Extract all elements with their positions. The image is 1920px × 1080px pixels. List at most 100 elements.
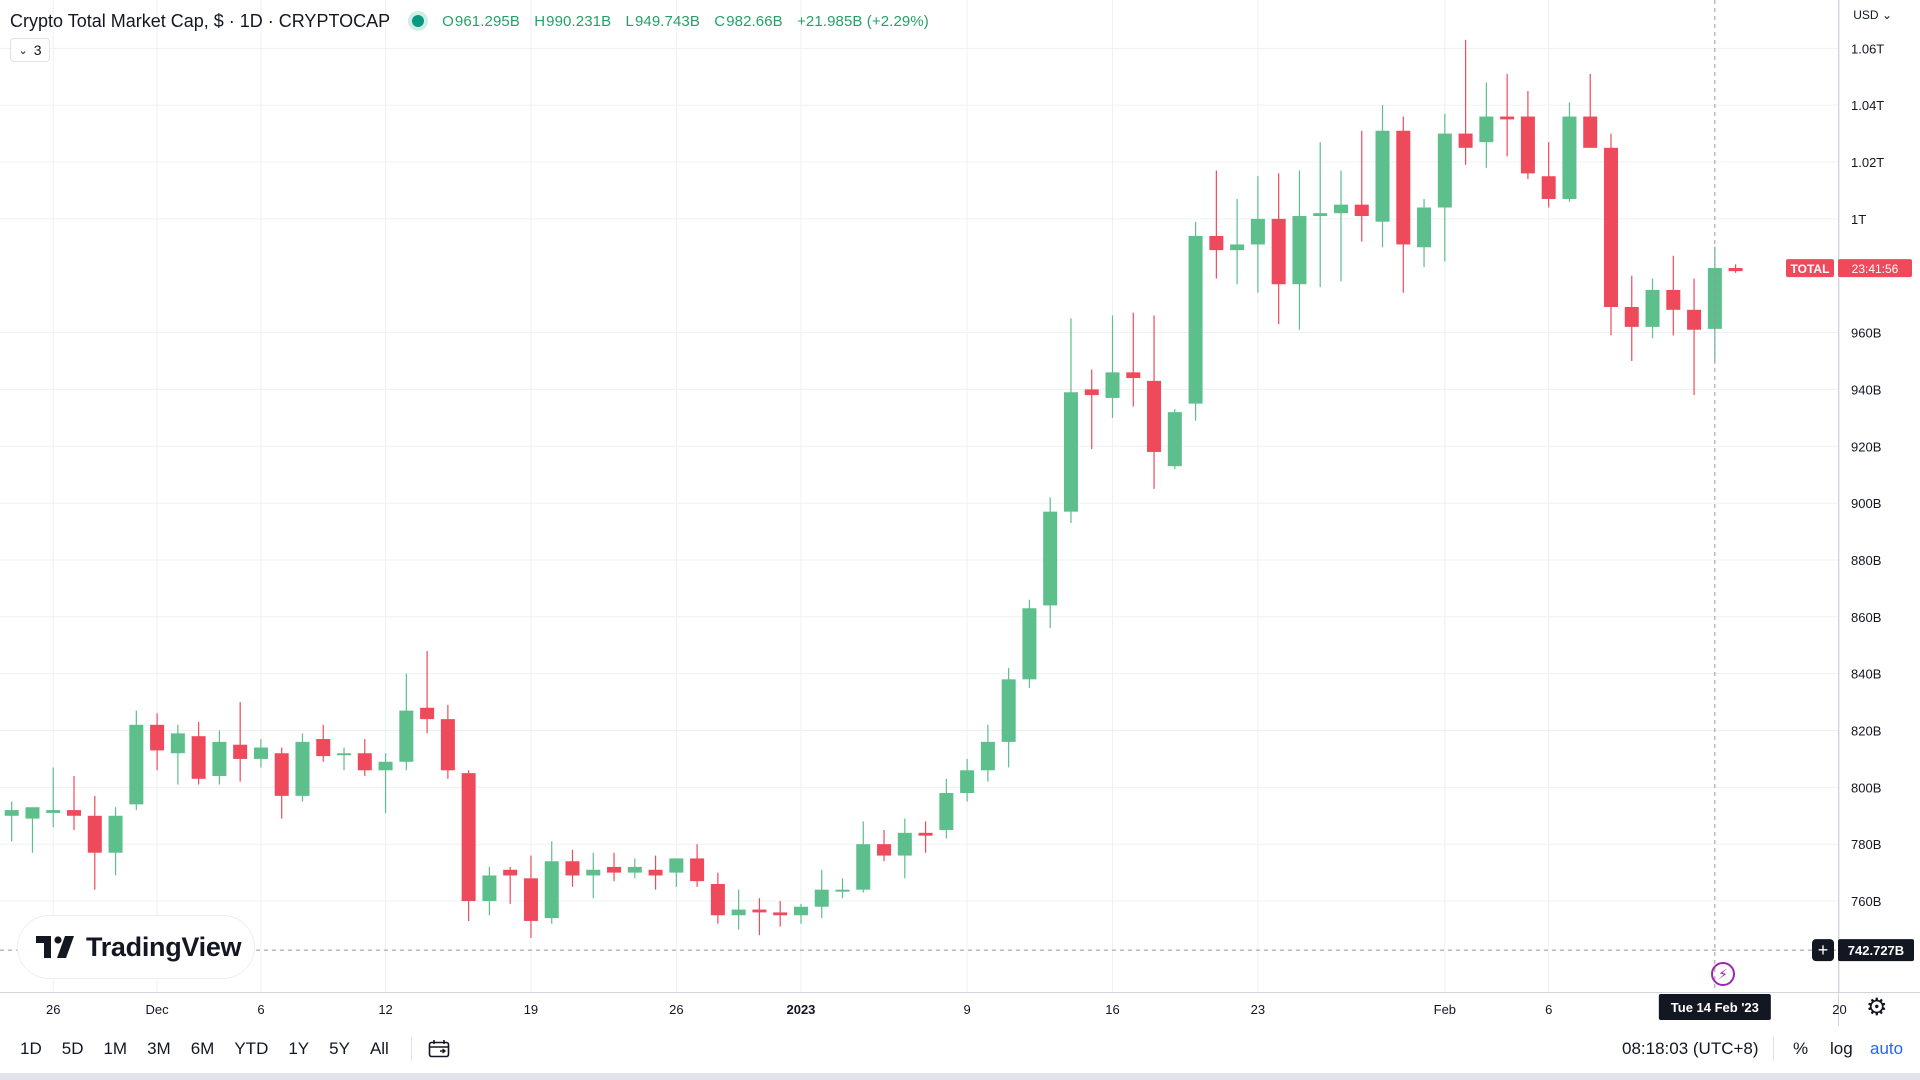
candle-body: [814, 889, 829, 907]
candle: [1728, 264, 1743, 273]
candle: [1167, 409, 1182, 469]
y-tick-label: 920B: [1851, 439, 1881, 454]
range-1d[interactable]: 1D: [20, 1039, 42, 1058]
candle: [129, 710, 144, 811]
range-ytd[interactable]: YTD: [234, 1039, 269, 1058]
candle: [1687, 278, 1702, 396]
candle: [1250, 176, 1265, 293]
range-1m[interactable]: 1M: [103, 1039, 128, 1058]
candle-body: [877, 844, 892, 856]
candle-body: [1188, 235, 1203, 404]
x-tick-label: 16: [1105, 1002, 1119, 1017]
range-3m[interactable]: 3M: [147, 1039, 171, 1058]
candle: [274, 747, 289, 819]
candle-body: [1562, 116, 1577, 199]
candle: [378, 753, 393, 813]
candle-body: [87, 815, 102, 853]
indicators-count: 3: [33, 42, 42, 58]
candle-body: [565, 861, 580, 876]
candle: [565, 849, 580, 887]
candle: [1500, 73, 1515, 157]
timezone-clock[interactable]: 08:18:03 (UTC+8): [1622, 1039, 1759, 1058]
candle: [1603, 133, 1618, 336]
candle: [544, 841, 559, 924]
candle-body: [1354, 204, 1369, 217]
candle: [1583, 73, 1598, 148]
market-status-icon[interactable]: [412, 15, 425, 27]
candle-body: [46, 810, 61, 813]
candle-body: [773, 912, 788, 916]
percent-scale-toggle[interactable]: %: [1793, 1039, 1809, 1058]
candle: [1562, 102, 1577, 202]
candle-body: [980, 741, 995, 771]
range-6m[interactable]: 6M: [190, 1039, 215, 1058]
candle: [253, 739, 268, 768]
indicators-collapse-button[interactable]: ⌄ 3: [10, 38, 50, 62]
candle-body: [939, 793, 954, 830]
candle: [295, 733, 310, 802]
currency-selector[interactable]: USD ⌄: [1853, 8, 1892, 22]
price-chart[interactable]: 760B 780B 800B 820B 840B 860B 880B 900B 920B 940B…: [0, 0, 1920, 1027]
candle-body: [627, 866, 642, 873]
symbol-label: TOTAL: [1791, 262, 1830, 276]
bottom-border: [0, 1073, 1920, 1080]
y-tick-label: 840B: [1851, 667, 1881, 682]
y-tick-label: 1.02T: [1851, 155, 1884, 170]
candle-body: [835, 889, 850, 892]
candle: [1292, 170, 1307, 330]
candle-body: [1084, 389, 1099, 396]
candle: [856, 821, 871, 893]
range-5y[interactable]: 5Y: [329, 1039, 350, 1058]
x-tick-label: 26: [669, 1002, 683, 1017]
candle-body: [856, 844, 871, 890]
auto-scale-toggle[interactable]: auto: [1870, 1039, 1904, 1058]
candle-body: [1479, 116, 1494, 143]
countdown-label-box: [1838, 259, 1912, 278]
candle-body: [108, 815, 123, 853]
candle-body: [253, 747, 268, 759]
toolbar-divider: [410, 1037, 412, 1061]
candle: [191, 721, 206, 785]
candle-body: [1022, 608, 1037, 680]
candle-body: [212, 741, 227, 776]
range-1y[interactable]: 1Y: [288, 1039, 310, 1058]
log-scale-toggle[interactable]: log: [1830, 1039, 1853, 1058]
candle-body: [1126, 372, 1141, 379]
crosshair-plus-box: [1812, 939, 1834, 962]
range-all[interactable]: All: [369, 1039, 389, 1058]
candle-body: [420, 707, 435, 720]
candle: [4, 801, 19, 842]
candle: [710, 872, 725, 924]
lightning-icon[interactable]: ⚡: [1711, 962, 1735, 986]
gear-icon[interactable]: ⚙: [1866, 994, 1888, 1021]
candle: [25, 807, 40, 853]
candle: [1147, 315, 1162, 489]
candle-body: [170, 733, 185, 754]
candle: [1333, 170, 1348, 282]
chevron-down-icon: ⌄: [18, 44, 28, 57]
candle: [607, 852, 622, 882]
candle: [440, 704, 455, 779]
candle: [461, 770, 476, 921]
range-5d[interactable]: 5D: [61, 1039, 84, 1058]
y-tick-label: 800B: [1851, 780, 1881, 795]
y-tick-label: 960B: [1851, 326, 1881, 341]
tradingview-logo[interactable]: TradingView: [18, 916, 254, 978]
candle: [627, 858, 642, 879]
candle: [814, 869, 829, 919]
go-to-date-icon[interactable]: [428, 1039, 450, 1059]
y-tick-label: 860B: [1851, 610, 1881, 625]
candle-body: [150, 724, 165, 751]
symbol-title[interactable]: Crypto Total Market Cap, $ · 1D · CRYPTO…: [10, 10, 391, 31]
candle-body: [918, 832, 933, 836]
candle-body: [1167, 412, 1182, 467]
candle: [1209, 170, 1224, 279]
candle-body: [1603, 147, 1618, 307]
candle-body: [710, 883, 725, 916]
symbol-label-box: [1786, 259, 1834, 278]
candle-body: [1250, 218, 1265, 245]
candle: [1063, 318, 1078, 524]
candle-body: [960, 770, 975, 794]
tradingview-mark-icon: [36, 936, 74, 958]
candle: [586, 852, 601, 899]
